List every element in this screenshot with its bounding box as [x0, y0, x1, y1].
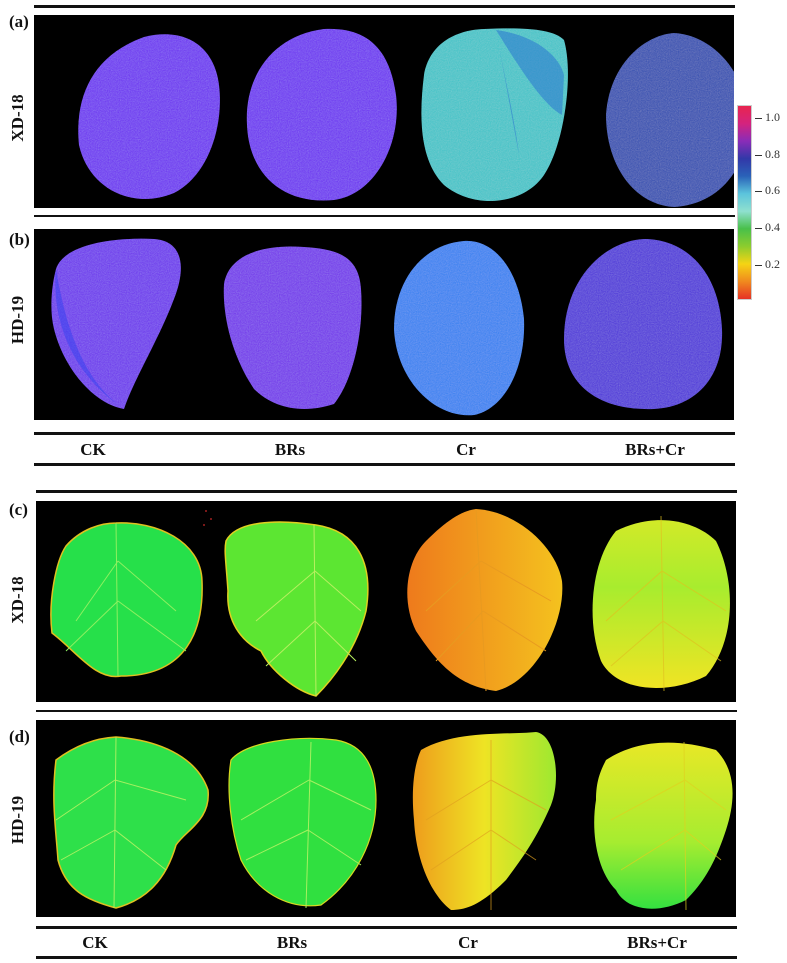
leaf-c-ck: [50, 522, 203, 678]
leaf-images-c: [50, 508, 730, 697]
colorbar: [737, 105, 752, 300]
leaf-d-brscr: [594, 742, 733, 909]
col-label-cr-bottom: Cr: [458, 933, 478, 952]
panel-label-c: (c): [9, 500, 28, 519]
rule-top: [34, 5, 735, 8]
panel-label-a: (a): [9, 12, 29, 31]
col-label-brscr-top: BRs+Cr: [625, 440, 685, 459]
rule-cols-top-2: [34, 463, 735, 466]
leaf-c-cr: [407, 509, 563, 691]
row-label-c: XD-18: [8, 576, 27, 624]
col-label-brscr-bottom: BRs+Cr: [627, 933, 687, 952]
row-label-a: XD-18: [8, 94, 27, 142]
colorbar-tick-0-2: 0.2: [755, 257, 780, 272]
leaf-a-ck: [78, 34, 220, 200]
leaf-images-a: [78, 28, 749, 207]
col-label-brs-top: BRs: [274, 440, 306, 459]
rule-mid: [36, 490, 737, 493]
leaf-images-b: [51, 238, 723, 416]
row-label-d: HD-19: [8, 795, 27, 845]
col-label-brs-bottom: BRs: [276, 933, 308, 952]
rule-ab-1: [34, 215, 735, 217]
leaf-d-ck: [53, 736, 209, 909]
rule-cols-bottom-2: [36, 956, 737, 959]
col-label-cr-top: Cr: [456, 440, 476, 459]
colorbar-tick-1-0: 1.0: [755, 110, 780, 125]
leaf-d-brs: [228, 737, 377, 907]
colorbar-tick-0-4: 0.4: [755, 220, 780, 235]
row-label-b: HD-19: [8, 295, 27, 345]
leaf-b-ck: [51, 238, 181, 409]
panel-a-image: [34, 15, 749, 208]
leaf-c-brs: [224, 521, 369, 697]
leaf-c-brscr: [592, 520, 730, 688]
col-label-ck-top: CK: [80, 440, 106, 459]
leaf-b-brscr: [564, 239, 723, 410]
leaf-a-brs: [246, 28, 397, 201]
panel-label-d: (d): [9, 727, 30, 746]
leaf-d-cr: [412, 732, 556, 910]
rule-cols-top-1: [34, 432, 735, 435]
leaf-a-brscr: [606, 33, 749, 207]
leaf-b-brs: [223, 246, 362, 409]
panel-c-image: [36, 501, 736, 702]
col-label-ck-bottom: CK: [82, 933, 108, 952]
panel-b-image: [34, 229, 734, 420]
colorbar-tick-0-8: 0.8: [755, 147, 780, 162]
leaf-b-cr: [394, 240, 525, 416]
leaf-images-d: [53, 732, 733, 911]
rule-cd-1: [36, 710, 737, 712]
panel-d-image: [36, 720, 736, 917]
panel-label-b: (b): [9, 230, 30, 249]
rule-cols-bottom-1: [36, 926, 737, 929]
colorbar-tick-0-6: 0.6: [755, 183, 780, 198]
